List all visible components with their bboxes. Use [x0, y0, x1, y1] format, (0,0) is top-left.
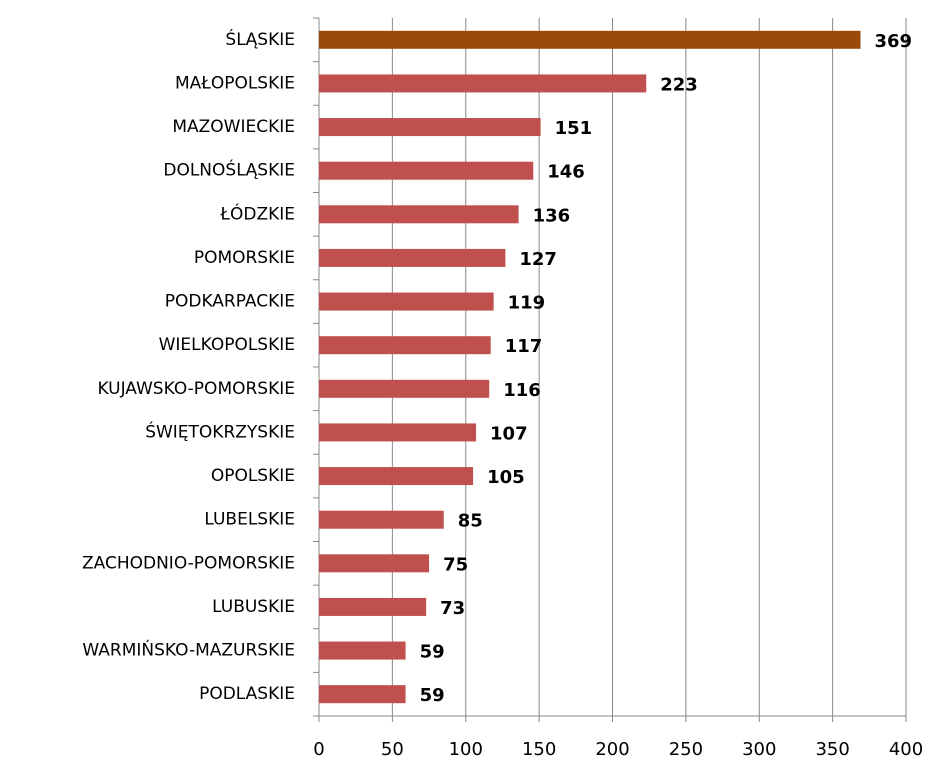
- bar: [319, 510, 444, 529]
- value-label: 223: [660, 74, 698, 95]
- value-label: 136: [533, 205, 571, 226]
- value-label: 146: [547, 162, 585, 183]
- y-tick-label: LUBELSKIE: [204, 510, 295, 530]
- value-label: 75: [443, 554, 468, 575]
- bar: [319, 74, 647, 93]
- x-tick-label: 0: [313, 739, 324, 760]
- bar: [319, 554, 430, 573]
- bar: [319, 685, 406, 704]
- y-tick-label: DOLNOŚLĄSKIE: [163, 159, 295, 181]
- y-tick-label: POMORSKIE: [194, 248, 295, 268]
- bar: [319, 597, 427, 616]
- x-tick-label: 150: [522, 739, 556, 760]
- bar: [319, 467, 474, 486]
- value-label: 85: [458, 511, 483, 532]
- value-label: 59: [420, 642, 445, 663]
- value-label: 105: [487, 467, 525, 488]
- y-tick-label: MAZOWIECKIE: [172, 117, 295, 137]
- value-label: 116: [503, 380, 541, 401]
- bar: [319, 161, 534, 180]
- bar: [319, 205, 519, 224]
- y-tick-label: ŚLĄSKIE: [225, 28, 295, 50]
- y-tick-label: LUBUSKIE: [212, 597, 295, 617]
- value-label: 107: [490, 423, 528, 444]
- y-tick-label: WIELKOPOLSKIE: [159, 335, 295, 355]
- y-tick-label: ZACHODNIO-POMORSKIE: [82, 553, 295, 573]
- value-label: 127: [519, 249, 557, 270]
- y-tick-label: ŁÓDZKIE: [219, 202, 295, 224]
- value-label: 151: [555, 118, 593, 139]
- x-tick-label: 200: [595, 739, 629, 760]
- x-tick-label: 350: [815, 739, 849, 760]
- x-tick-label: 300: [742, 739, 776, 760]
- bar: [319, 118, 541, 137]
- y-tick-label: MAŁOPOLSKIE: [175, 73, 295, 93]
- bar: [319, 336, 491, 355]
- value-label: 59: [420, 685, 445, 706]
- y-tick-label: OPOLSKIE: [211, 466, 295, 486]
- x-tick-label: 400: [889, 739, 923, 760]
- bar: [319, 641, 406, 660]
- bar: [319, 248, 506, 267]
- x-tick-label: 100: [449, 739, 483, 760]
- bar: [319, 379, 490, 398]
- y-tick-label: PODKARPACKIE: [165, 292, 295, 312]
- bar: [319, 30, 861, 49]
- x-tick-label: 50: [381, 739, 404, 760]
- y-tick-label: PODLASKIE: [199, 684, 295, 704]
- bar: [319, 423, 477, 442]
- bar: [319, 292, 494, 311]
- value-label: 73: [440, 598, 465, 619]
- value-label: 119: [508, 293, 546, 314]
- x-tick-label: 250: [669, 739, 703, 760]
- value-label: 369: [875, 31, 913, 52]
- y-tick-label: KUJAWSKO-POMORSKIE: [97, 379, 295, 399]
- y-tick-label: ŚWIĘTOKRZYSKIE: [145, 420, 295, 442]
- value-label: 117: [505, 336, 543, 357]
- y-tick-label: WARMIŃSKO-MAZURSKIE: [82, 639, 295, 661]
